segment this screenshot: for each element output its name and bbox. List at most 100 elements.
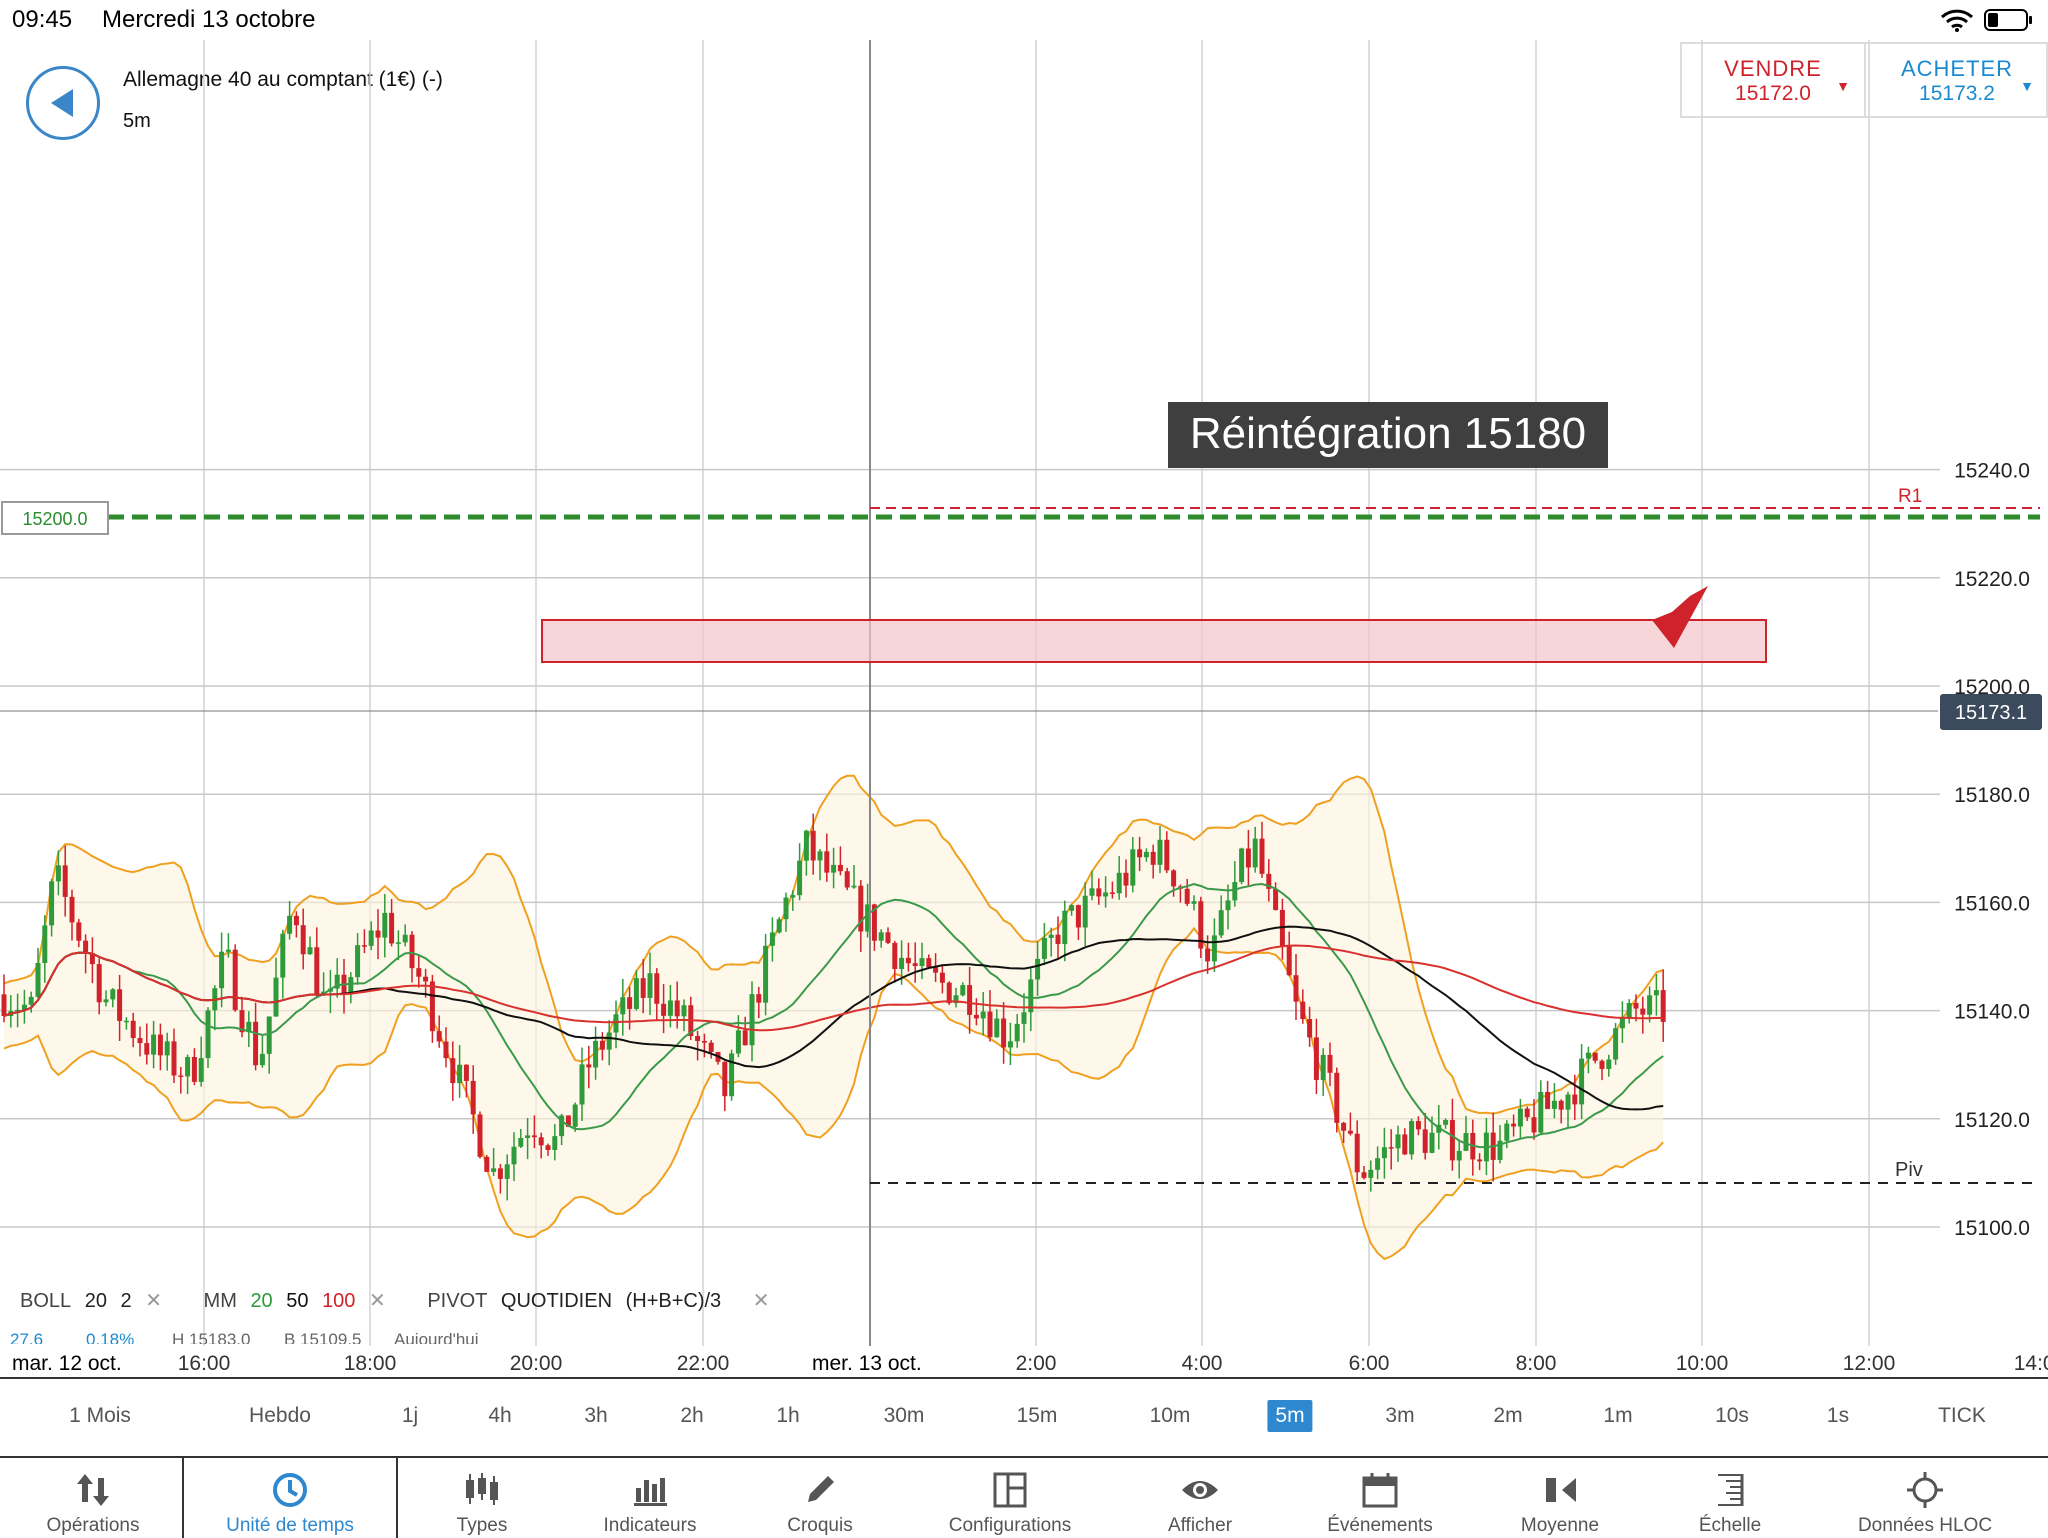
status-bar: 09:45 Mercredi 13 octobre	[0, 0, 2048, 40]
toolbar-average-button[interactable]: Moyenne	[1470, 1458, 1650, 1538]
wifi-icon	[1940, 9, 1974, 32]
timeframe-10m[interactable]: 10m	[1149, 1404, 1191, 1427]
candle-body	[620, 997, 626, 1015]
candle-body	[837, 864, 843, 872]
candle-body	[1381, 1147, 1387, 1159]
candle-body	[21, 1004, 27, 1010]
sell-dropdown-icon[interactable]: ▼	[1836, 78, 1850, 94]
candle-body	[1504, 1123, 1510, 1141]
timeframe-5m[interactable]: 5m	[1267, 1400, 1313, 1432]
candle-body	[1041, 937, 1047, 959]
price-chart[interactable]: Réintégration 15180 15200.0 R1 Piv 15240…	[0, 40, 2048, 1385]
candle-body	[892, 942, 898, 970]
timeframe-15m[interactable]: 15m	[1016, 1404, 1058, 1427]
candle-body	[273, 977, 279, 1017]
candle-body	[899, 957, 905, 970]
legend-mm[interactable]: MM	[203, 1290, 237, 1312]
battery-icon	[1984, 9, 2032, 31]
toolbar-label: Afficher	[1167, 1515, 1233, 1536]
timeframe-1s[interactable]: 1s	[1826, 1404, 1850, 1427]
candle-body	[946, 982, 952, 1004]
timeframe-label: 5m	[123, 110, 151, 132]
toolbar-scale-button[interactable]: Échelle	[1640, 1458, 1820, 1538]
level-marker-label: 15200.0	[22, 509, 87, 529]
remove-pivot-icon[interactable]: ✕	[752, 1290, 770, 1312]
toolbar-updown-arrows-button[interactable]: Opérations	[3, 1458, 183, 1538]
candle-body	[219, 951, 225, 989]
bars-icon	[634, 1478, 667, 1506]
candle-body	[463, 1064, 469, 1081]
candle-body	[722, 1061, 728, 1097]
timeframe-tick[interactable]: TICK	[1938, 1404, 1986, 1427]
candle-body	[674, 1000, 680, 1017]
timeframe-1-mois[interactable]: 1 Mois	[69, 1404, 131, 1427]
candle-body	[525, 1135, 531, 1139]
sell-button[interactable]: VENDRE 15172.0 ▼	[1682, 44, 1866, 116]
candle-body	[1069, 905, 1075, 911]
candle-body	[783, 897, 789, 920]
stat-change: 27.6	[10, 1330, 44, 1344]
remove-boll-icon[interactable]: ✕	[145, 1290, 162, 1312]
remove-mm-icon[interactable]: ✕	[369, 1290, 386, 1312]
buy-dropdown-icon[interactable]: ▼	[2020, 78, 2034, 94]
candle-body	[402, 934, 408, 943]
candle-body	[62, 865, 68, 897]
ma20-line	[3, 882, 1664, 1149]
candle-body	[1626, 1003, 1632, 1018]
timeframe-hebdo[interactable]: Hebdo	[249, 1404, 311, 1427]
back-button[interactable]	[26, 66, 100, 140]
timeframe-30m[interactable]: 30m	[883, 1404, 925, 1427]
candle-body	[973, 1014, 979, 1019]
candle-body	[1341, 1122, 1347, 1131]
legend-pivot[interactable]: PIVOT	[427, 1290, 488, 1312]
candle-body	[905, 957, 911, 964]
toolbar-clock-button[interactable]: Unité de temps	[182, 1458, 398, 1538]
timeframe-1j[interactable]: 1j	[401, 1404, 419, 1427]
candle-body	[1143, 851, 1149, 858]
timeframe-1h[interactable]: 1h	[776, 1404, 800, 1427]
timeframe-10s[interactable]: 10s	[1715, 1404, 1749, 1427]
candle-body	[1375, 1158, 1381, 1170]
candle-body	[1014, 1023, 1020, 1042]
timeframe-2m[interactable]: 2m	[1493, 1404, 1523, 1427]
candle-body	[1286, 946, 1292, 976]
candle-body	[103, 999, 109, 1003]
candle-body	[49, 881, 55, 926]
candle-body	[633, 978, 639, 1009]
candle-body	[1035, 958, 1041, 980]
candle-body	[15, 1009, 21, 1012]
candle-body	[831, 864, 837, 873]
toolbar-bars-button[interactable]: Indicateurs	[560, 1458, 740, 1538]
toolbar-label: Indicateurs	[603, 1515, 697, 1536]
candle-body	[314, 947, 320, 996]
timeframe-3m[interactable]: 3m	[1385, 1404, 1415, 1427]
toolbar-crosshair-button[interactable]: Données HLOC	[1835, 1458, 2015, 1538]
price-tick-label: 15140.0	[1954, 1001, 2030, 1024]
buy-button[interactable]: ACHETER 15173.2 ▼	[1866, 44, 2048, 116]
timeframe-3h[interactable]: 3h	[584, 1404, 608, 1427]
timeframe-2h[interactable]: 2h	[680, 1404, 704, 1427]
timeframe-1m[interactable]: 1m	[1603, 1404, 1633, 1427]
candle-body	[429, 981, 435, 1032]
candle-body	[851, 885, 857, 888]
candle-body	[382, 912, 388, 938]
toolbar-eye-button[interactable]: Afficher	[1110, 1458, 1290, 1538]
timeframe-4h[interactable]: 4h	[488, 1404, 512, 1427]
time-tick-label: 12:00	[1843, 1352, 1896, 1375]
candle-body	[586, 1064, 592, 1068]
candle-body	[504, 1164, 510, 1179]
candle-body	[987, 1011, 993, 1038]
candle-body	[1048, 934, 1054, 938]
pivot-label: Piv	[1895, 1159, 1923, 1181]
toolbar-pencil-button[interactable]: Croquis	[730, 1458, 910, 1538]
candle-body	[885, 932, 891, 943]
toolbar-candles-button[interactable]: Types	[392, 1458, 572, 1538]
toolbar-calendar-button[interactable]: Événements	[1290, 1458, 1470, 1538]
toolbar-layout-button[interactable]: Configurations	[920, 1458, 1100, 1538]
candle-body	[538, 1137, 544, 1146]
legend-boll[interactable]: BOLL	[20, 1290, 72, 1312]
legend-mm-p3: 100	[322, 1290, 356, 1312]
candle-body	[409, 934, 415, 969]
time-tick-label: 16:00	[178, 1352, 231, 1375]
candle-body	[1021, 1012, 1027, 1024]
